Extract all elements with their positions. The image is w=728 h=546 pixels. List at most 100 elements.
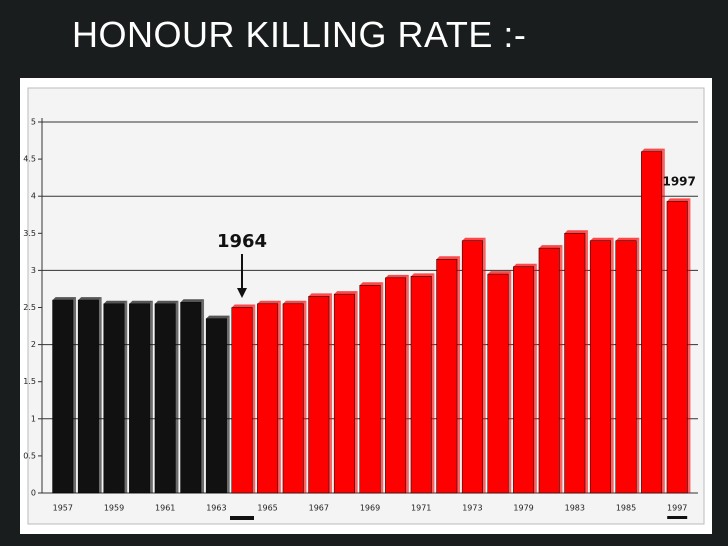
y-tick-label: 4.5 [23,155,36,164]
annotation-underline [667,516,688,519]
bar [257,303,279,494]
bar [205,318,227,494]
x-tick-label: 1957 [53,504,73,513]
y-tick-label: 5 [31,118,36,127]
bar-side [661,148,665,493]
y-tick-label: 1 [31,414,36,423]
bar-top [231,304,256,308]
bar-top [103,300,128,304]
bar [359,284,381,494]
bar [308,296,330,494]
bar-top [359,282,384,286]
bar-side [457,256,461,493]
bar-top [334,291,358,295]
y-tick-label: 2 [31,340,36,349]
bar-top [513,263,537,267]
annotation-underline [230,516,254,520]
bar-top [206,315,230,319]
bar [77,299,99,494]
bar-side [482,237,486,493]
bar-top [52,297,77,301]
x-tick-label: 1997 [667,504,687,513]
bar-side [226,315,230,493]
bar [513,266,535,494]
bar [52,299,74,494]
bar-side [98,297,102,493]
bar-side [533,263,537,493]
y-tick-label: 3 [31,266,36,275]
bar [564,233,586,494]
y-tick-label: 0.5 [23,451,36,460]
x-tick-label: 1985 [616,504,636,513]
y-tick-label: 0 [31,489,36,498]
x-tick-label: 1973 [462,504,482,513]
bar [615,240,637,494]
x-tick-label: 1971 [411,504,431,513]
x-tick-label: 1959 [104,504,124,513]
bar [589,240,611,494]
y-tick-label: 2.5 [23,303,36,312]
x-tick-label: 1979 [513,504,533,513]
x-tick-label: 1983 [565,504,585,513]
bar [385,277,407,494]
bar-side [201,299,205,493]
bar-side [508,271,512,493]
bar-side [252,304,256,493]
x-tick-label: 1967 [309,504,329,513]
bar-top [78,297,102,301]
bar-top [129,300,153,304]
bar-side [73,297,77,493]
x-tick-label: 1961 [155,504,175,513]
bar [180,302,202,494]
bar-top [538,245,563,249]
bar-side [277,300,281,493]
bar [154,303,176,494]
bar-top [308,293,333,297]
bar [231,307,253,494]
slide-title: HONOUR KILLING RATE :- [72,14,527,55]
bar-side [380,282,384,493]
bar-top [462,237,486,241]
bar [282,303,304,494]
bar [410,276,432,494]
bar-top [282,300,307,304]
bar-top [410,273,435,277]
bar-top [564,230,589,234]
bar-top [615,237,640,241]
bar-side [687,198,691,494]
bar-side [405,274,409,493]
bar-side [354,291,358,493]
bar [538,247,560,494]
bar-side [585,230,589,494]
x-tick-label: 1965 [257,504,277,513]
bar-side [124,300,128,493]
bar-side [559,245,563,493]
y-tick-label: 4 [31,192,36,201]
bar [666,201,688,494]
annotation-arrowhead [237,288,247,298]
bar [641,151,663,494]
bar-side [636,237,640,493]
y-tick-label: 1.5 [23,377,36,386]
bar-top [257,300,281,304]
bar [487,273,509,494]
annotation: 1997 [662,175,695,189]
bar-side [329,293,333,493]
bar-side [303,300,307,493]
bar-side [149,300,153,493]
y-tick-label: 3.5 [23,229,36,238]
bar-top [385,274,409,278]
bar-side [610,237,614,493]
x-tick-label: 1969 [360,504,380,513]
bar-side [175,300,179,493]
bar-top [590,237,614,241]
bar-top [641,148,665,152]
bar [461,240,483,494]
bar-side [431,273,435,493]
bar [129,303,151,494]
bar [333,293,355,494]
bar-top [180,299,205,303]
bar-top [154,300,179,304]
bar [436,259,458,494]
